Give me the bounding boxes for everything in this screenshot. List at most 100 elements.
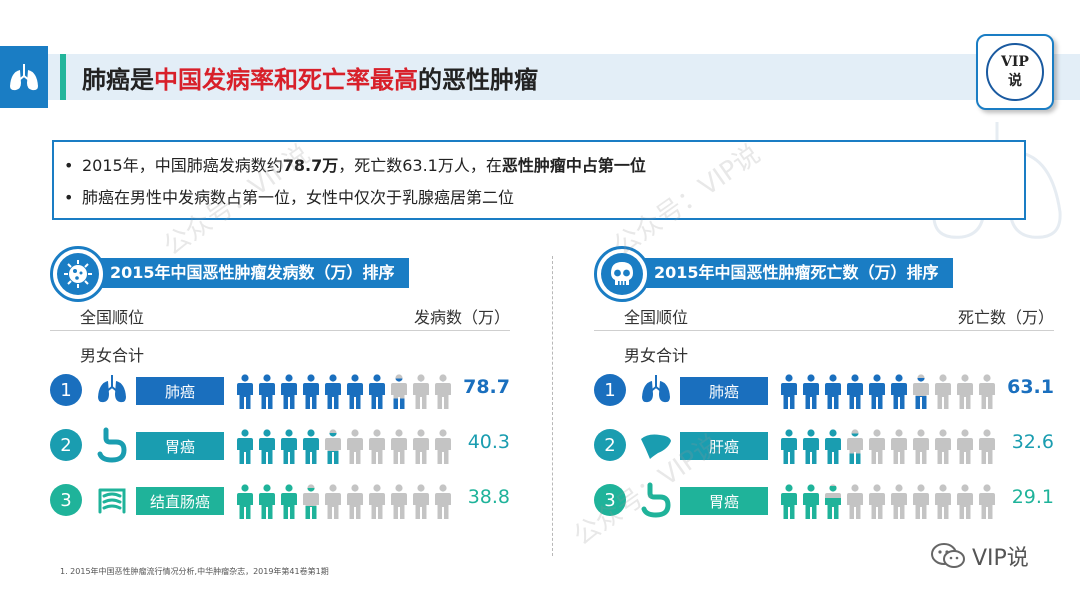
info-box: • 2015年，中国肺癌发病数约78.7万，死亡数63.1万人，在恶性肿瘤中占第一… xyxy=(52,140,1026,220)
person-icon xyxy=(913,429,929,464)
panel-icon-inner xyxy=(57,253,99,295)
panel-header: 2015年中国恶性肿瘤死亡数（万）排序 xyxy=(594,246,994,302)
person-icon xyxy=(913,374,929,409)
panel-icon xyxy=(50,246,106,302)
stomach-icon xyxy=(97,427,127,463)
person-icon xyxy=(891,429,907,464)
cancer-label: 肝癌 xyxy=(680,432,768,460)
rank-badge: 3 xyxy=(594,484,626,516)
person-icon xyxy=(781,429,797,464)
count-value: 78.7 xyxy=(463,376,510,398)
pictogram xyxy=(236,484,452,520)
header-divider xyxy=(594,330,1054,331)
person-icon xyxy=(957,374,973,409)
person-icon xyxy=(891,484,907,519)
mortality-panel: 2015年中国恶性肿瘤死亡数（万）排序 全国顺位 死亡数（万） 男女合计 1 肺癌 63.1… xyxy=(594,246,1054,536)
person-icon xyxy=(847,374,863,409)
lungs-icon xyxy=(10,64,38,91)
pictogram xyxy=(236,374,452,410)
person-icon xyxy=(369,484,385,519)
person-icon xyxy=(259,374,275,409)
person-icon xyxy=(781,374,797,409)
person-icon xyxy=(935,429,951,464)
person-icon xyxy=(957,429,973,464)
vip-badge-line2: 说 xyxy=(1008,73,1022,89)
bullet-2-text: 肺癌在男性中发病数占第一位，女性中仅次于乳腺癌居第二位 xyxy=(82,188,515,207)
person-icon xyxy=(413,374,429,409)
cancer-label: 胃癌 xyxy=(680,487,768,515)
person-icon xyxy=(303,374,319,409)
person-icon xyxy=(281,429,297,464)
person-icon xyxy=(847,429,863,464)
wechat-name: VIP说 xyxy=(972,546,1029,571)
pictogram xyxy=(236,429,452,465)
subhead: 男女合计 xyxy=(80,346,145,365)
panel-title: 2015年中国恶性肿瘤死亡数（万）排序 xyxy=(632,258,953,288)
footnote: 1. 2015年中国恶性肿瘤流行情况分析,中华肿瘤杂志，2019年第41卷第1期 xyxy=(60,567,329,576)
vip-badge: VIP 说 xyxy=(976,34,1054,110)
ranking-row: 3 胃癌 29.1 xyxy=(594,482,1054,522)
pictogram xyxy=(780,374,996,410)
wechat-label: VIP说 xyxy=(930,540,1029,572)
rank-badge: 2 xyxy=(50,429,82,461)
lungs-icon xyxy=(642,375,670,403)
person-icon xyxy=(869,484,885,519)
panel-header: 2015年中国恶性肿瘤发病数（万）排序 xyxy=(50,246,450,302)
ranking-row: 3 结直肠癌 38.8 xyxy=(50,482,510,522)
lungs-icon xyxy=(98,375,126,403)
person-icon xyxy=(237,374,253,409)
ranking-row: 1 肺癌 78.7 xyxy=(50,372,510,412)
count-value: 63.1 xyxy=(1007,376,1054,398)
person-icon xyxy=(391,429,407,464)
ranking-row: 2 胃癌 40.3 xyxy=(50,427,510,467)
rank-badge: 3 xyxy=(50,484,82,516)
person-icon xyxy=(413,429,429,464)
virus-icon xyxy=(64,260,92,288)
title-bar: 肺癌是中国发病率和死亡率最高的恶性肿瘤 xyxy=(0,46,1080,110)
person-icon xyxy=(869,374,885,409)
person-icon xyxy=(869,429,885,464)
cancer-label: 肺癌 xyxy=(136,377,224,405)
count-value: 38.8 xyxy=(467,486,510,508)
bullet-1: • 2015年，中国肺癌发病数约78.7万，死亡数63.1万人，在恶性肿瘤中占第一… xyxy=(64,150,1024,182)
cancer-label: 胃癌 xyxy=(136,432,224,460)
title-suffix: 的恶性肿瘤 xyxy=(418,66,538,94)
person-icon xyxy=(391,374,407,409)
person-icon xyxy=(325,429,341,464)
ranking-row: 1 肺癌 63.1 xyxy=(594,372,1054,412)
person-icon xyxy=(979,374,995,409)
person-icon xyxy=(913,484,929,519)
person-icon xyxy=(979,429,995,464)
cancer-label: 结直肠癌 xyxy=(136,487,224,515)
person-icon xyxy=(347,484,363,519)
organ-icon xyxy=(638,482,674,518)
panel-divider xyxy=(552,256,553,556)
person-icon xyxy=(825,484,841,519)
person-icon xyxy=(825,374,841,409)
count-value: 32.6 xyxy=(1011,431,1054,453)
organ-icon xyxy=(638,372,674,408)
person-icon xyxy=(237,429,253,464)
title-highlight: 中国发病率和死亡率最高 xyxy=(154,66,418,94)
person-icon xyxy=(935,484,951,519)
vip-badge-circle: VIP 说 xyxy=(986,43,1044,101)
header-divider xyxy=(50,330,510,331)
rank-badge: 1 xyxy=(594,374,626,406)
stomach-icon xyxy=(641,482,671,518)
person-icon xyxy=(935,374,951,409)
person-icon xyxy=(237,484,253,519)
skull-icon xyxy=(611,262,633,285)
person-icon xyxy=(803,484,819,519)
person-icon xyxy=(825,429,841,464)
column-header-value: 发病数（万） xyxy=(413,308,510,327)
person-icon xyxy=(413,484,429,519)
bullet-1-text-b: ，死亡数63.1万人，在 xyxy=(338,156,502,175)
person-icon xyxy=(979,484,995,519)
liver-icon xyxy=(641,434,671,459)
column-header-value: 死亡数（万） xyxy=(957,308,1054,327)
panel-icon-inner xyxy=(601,253,643,295)
organ-icon xyxy=(94,372,130,408)
person-icon xyxy=(303,484,319,519)
organ-icon xyxy=(638,427,674,463)
person-icon xyxy=(325,374,341,409)
